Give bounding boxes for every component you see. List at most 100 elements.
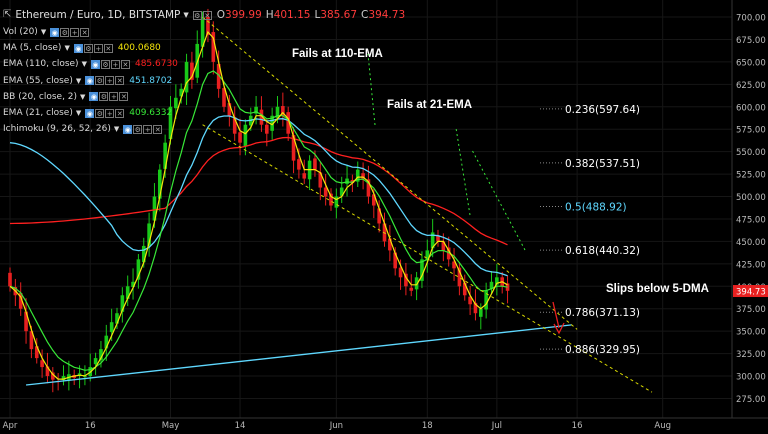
candle-body	[489, 281, 494, 289]
add-icon[interactable]: +	[105, 76, 115, 86]
eye-icon[interactable]: ◉	[85, 108, 95, 118]
chevron-down-icon[interactable]: ▼	[183, 11, 189, 19]
chevron-down-icon[interactable]: ▼	[75, 109, 82, 118]
add-icon[interactable]: +	[109, 92, 119, 102]
candle-body	[452, 261, 456, 269]
close-icon[interactable]: ✕	[115, 108, 125, 118]
candle-body	[484, 290, 488, 310]
candle-body	[51, 372, 55, 380]
y-tick-label: 600.00	[736, 103, 766, 113]
eye-icon[interactable]: ◉	[89, 92, 99, 102]
settings-icon[interactable]: ⚙	[95, 108, 105, 118]
eye-icon[interactable]: ◉	[123, 124, 133, 134]
x-tick-label: 18	[422, 421, 433, 431]
x-tick-label: Aug	[654, 421, 671, 431]
candle-body	[457, 267, 462, 287]
ohlc-low: L385.67	[314, 9, 358, 21]
indicator-value: 485.6730	[134, 59, 178, 70]
ema-21-line	[9, 70, 508, 371]
candle-body	[61, 376, 66, 381]
candle-body	[77, 373, 82, 376]
indicator-label[interactable]: EMA (21, close)	[3, 108, 73, 119]
symbol-title[interactable]: Ethereum / Euro, 1D, BITSTAMP	[15, 9, 181, 21]
y-tick-label: 275.00	[736, 395, 766, 405]
candle-body	[302, 173, 307, 179]
close-icon[interactable]: ✕	[119, 92, 129, 102]
eye-icon[interactable]: ◉	[73, 43, 83, 53]
candle-body	[238, 132, 242, 143]
candle-body	[372, 194, 376, 206]
fib-label: 0.618(440.32)	[565, 245, 640, 257]
chevron-down-icon[interactable]: ▼	[81, 60, 87, 69]
candle-body	[259, 109, 264, 125]
y-tick-label: 675.00	[736, 36, 766, 46]
annotation-slips-5dma: Slips below 5-DMA	[606, 283, 709, 295]
y-tick-label: 350.00	[736, 328, 766, 338]
settings-icon[interactable]: ⚙	[100, 60, 110, 69]
chevron-down-icon[interactable]: ▼	[40, 28, 47, 36]
add-icon[interactable]: +	[93, 43, 103, 53]
close-icon[interactable]: ✕	[115, 76, 125, 86]
indicator-label[interactable]: BB (20, close, 2)	[3, 91, 78, 102]
indicator-label[interactable]: MA (5, close)	[3, 43, 62, 54]
indicator-row[interactable]: BB (20, close, 2) ▼ ◉ ⚙ + ✕	[3, 89, 405, 105]
settings-icon[interactable]: ⚙	[83, 43, 93, 53]
eye-icon[interactable]: ◉	[50, 27, 60, 37]
chevron-down-icon[interactable]: ▼	[75, 76, 82, 85]
ohlc-open: O399.99	[216, 9, 262, 21]
settings-icon[interactable]: ⚙	[99, 92, 109, 102]
settings-icon[interactable]: ⚙	[95, 76, 105, 86]
add-icon[interactable]: +	[110, 60, 120, 69]
candle-body	[99, 349, 103, 361]
close-icon[interactable]: ✕	[80, 27, 90, 37]
ohlc-close: C394.73	[361, 9, 406, 21]
candle-body	[473, 302, 478, 314]
settings-icon[interactable]: ⚙	[192, 10, 202, 20]
candle-body	[131, 281, 135, 288]
indicator-label[interactable]: EMA (110, close)	[3, 59, 79, 70]
candle-body	[136, 259, 141, 280]
indicator-label[interactable]: Vol (20)	[3, 27, 38, 37]
arrow-down-icon	[553, 322, 565, 335]
indicator-row[interactable]: MA (5, close) ▼ ◉ ⚙ + ✕ 400.0680	[3, 40, 405, 56]
indicator-row[interactable]: EMA (55, close) ▼ ◉ ⚙ + ✕ 451.8702	[3, 73, 405, 89]
close-icon[interactable]: ✕	[103, 43, 113, 53]
close-icon[interactable]: ✕	[202, 10, 212, 20]
add-icon[interactable]: +	[143, 124, 153, 134]
candle-body	[505, 283, 510, 291]
candle-body	[436, 235, 440, 242]
y-tick-label: 500.00	[736, 193, 766, 203]
indicator-row[interactable]: EMA (110, close) ▼ ◉ ⚙ + ✕ 485.6730	[3, 56, 405, 72]
chevron-down-icon[interactable]: ▼	[113, 125, 120, 134]
candle-body	[366, 179, 371, 197]
candle-body	[430, 232, 435, 249]
indicator-label[interactable]: EMA (55, close)	[3, 75, 73, 86]
indicator-row[interactable]: Ichimoku (9, 26, 52, 26) ▼ ◉ ⚙ + ✕	[3, 121, 405, 137]
symbol-header: ⇱ Ethereum / Euro, 1D, BITSTAMP ▼ ⚙ ✕ O3…	[3, 8, 405, 22]
chevron-down-icon[interactable]: ▼	[64, 44, 70, 53]
indicator-row[interactable]: EMA (21, close) ▼ ◉ ⚙ + ✕ 409.6332	[3, 105, 405, 121]
add-icon[interactable]: +	[70, 27, 80, 37]
candle-body	[398, 267, 403, 278]
indicator-value: 400.0680	[117, 43, 161, 54]
y-tick-label: 625.00	[736, 81, 766, 91]
annotations: Fails at 110-EMA Fails at 21-EMA Slips bel…	[292, 48, 709, 335]
trendlines	[25, 16, 653, 393]
candle-body	[355, 169, 360, 182]
close-icon[interactable]: ✕	[120, 60, 130, 69]
chevron-down-icon[interactable]: ▼	[80, 92, 86, 101]
settings-icon[interactable]: ⚙	[133, 124, 143, 134]
eye-icon[interactable]: ◉	[85, 76, 95, 86]
candle-body	[318, 172, 323, 188]
indicator-label[interactable]: Ichimoku (9, 26, 52, 26)	[3, 124, 111, 135]
candle-body	[168, 106, 173, 140]
eye-icon[interactable]: ◉	[90, 60, 100, 69]
candle-body	[109, 322, 114, 333]
add-icon[interactable]: +	[105, 108, 115, 118]
close-icon[interactable]: ✕	[153, 124, 163, 134]
fib-label: 0.786(371.13)	[565, 307, 640, 319]
settings-icon[interactable]: ⚙	[60, 27, 70, 37]
symbol-icon[interactable]: ⇱	[3, 9, 12, 20]
indicator-row[interactable]: Vol (20) ▼ ◉ ⚙ + ✕	[3, 24, 405, 40]
